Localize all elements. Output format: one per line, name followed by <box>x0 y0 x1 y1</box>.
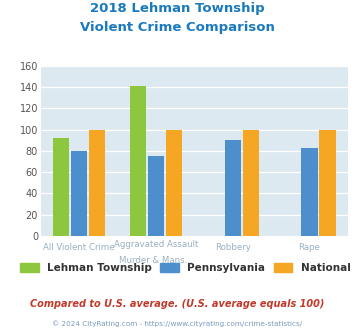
Bar <box>243 130 259 236</box>
Bar <box>320 130 335 236</box>
Bar <box>130 86 146 236</box>
Text: All Violent Crime: All Violent Crime <box>43 243 115 252</box>
Bar <box>166 130 182 236</box>
Text: Rape: Rape <box>299 243 321 252</box>
Text: 2018 Lehman Township: 2018 Lehman Township <box>90 2 265 15</box>
Bar <box>301 148 318 236</box>
Text: © 2024 CityRating.com - https://www.cityrating.com/crime-statistics/: © 2024 CityRating.com - https://www.city… <box>53 321 302 327</box>
Text: Violent Crime Comparison: Violent Crime Comparison <box>80 21 275 34</box>
Bar <box>148 156 164 236</box>
Bar <box>225 140 241 236</box>
Bar <box>89 130 105 236</box>
Text: Robbery: Robbery <box>215 243 251 252</box>
Bar <box>71 151 87 236</box>
Legend: Lehman Township, Pennsylvania, National: Lehman Township, Pennsylvania, National <box>16 258 355 277</box>
Text: Aggravated Assault: Aggravated Assault <box>114 240 198 249</box>
Bar <box>53 138 69 236</box>
Text: Murder & Mans...: Murder & Mans... <box>119 256 193 265</box>
Text: Compared to U.S. average. (U.S. average equals 100): Compared to U.S. average. (U.S. average … <box>30 299 325 309</box>
